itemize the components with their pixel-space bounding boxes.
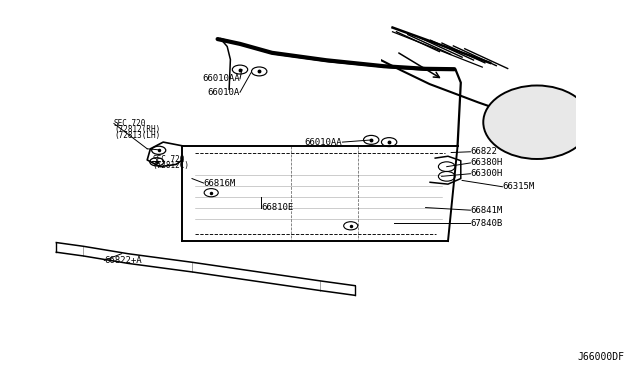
Text: 66010AA: 66010AA [305,138,342,147]
Text: (72813(LH): (72813(LH) [114,131,160,140]
Text: J66000DF: J66000DF [577,352,624,362]
Text: 66816M: 66816M [204,179,236,187]
Text: 66010AA: 66010AA [202,74,240,83]
Text: 66810E: 66810E [261,203,293,212]
Text: (72812(RH): (72812(RH) [114,125,160,134]
Ellipse shape [483,86,591,159]
Text: 67840B: 67840B [470,219,502,228]
Text: 66822: 66822 [470,147,497,156]
Text: 66300H: 66300H [470,169,502,178]
Text: SEC.720: SEC.720 [114,119,147,128]
Text: 66380H: 66380H [470,158,502,167]
Text: 66010A: 66010A [208,88,240,97]
Text: 66315M: 66315M [502,182,534,191]
Text: 66841M: 66841M [470,206,502,215]
Text: SEC.720: SEC.720 [152,155,185,164]
Text: (72812C): (72812C) [152,161,189,170]
Text: 66822+A: 66822+A [104,256,142,265]
